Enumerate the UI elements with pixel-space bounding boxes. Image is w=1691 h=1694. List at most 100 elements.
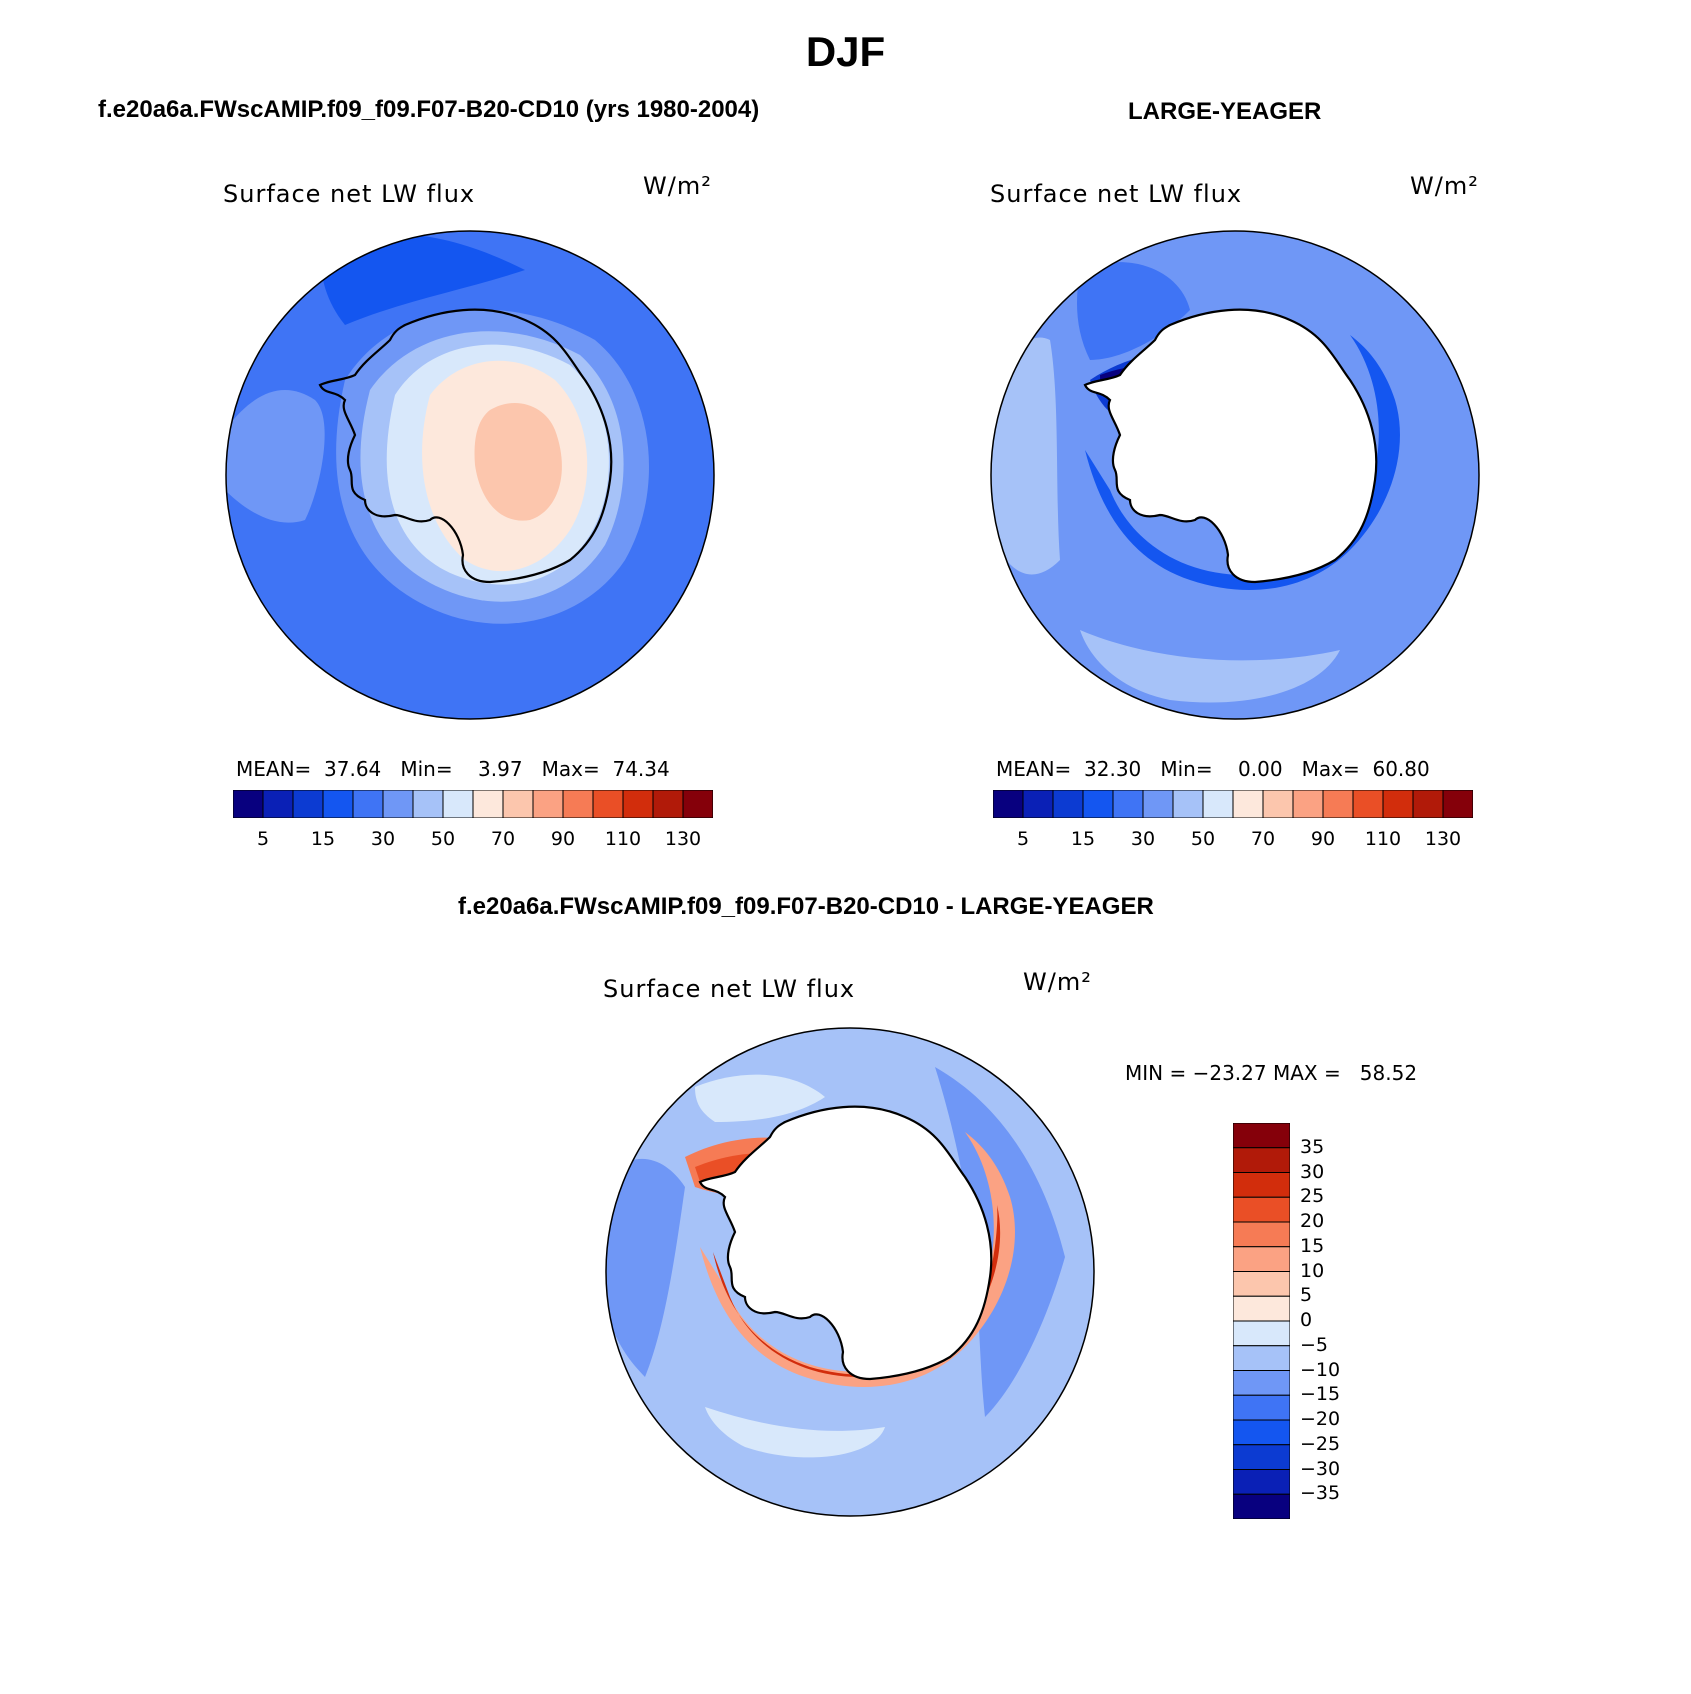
colorbar-swatch: [1233, 1320, 1290, 1347]
colorbar-tick-label: 0: [1300, 1309, 1313, 1331]
colorbar-swatch: [1142, 790, 1174, 818]
panel3-west-band: [606, 1159, 685, 1377]
colorbar-tick-label: 70: [1250, 828, 1276, 850]
colorbar-tick-label: 90: [550, 828, 576, 850]
panel3-north-band: [695, 1074, 825, 1122]
colorbar-tick-label: 70: [490, 828, 516, 850]
colorbar-tick-label: −5: [1300, 1333, 1329, 1356]
colorbar-tick-label: 15: [1070, 828, 1096, 850]
colorbar-swatch: [1233, 1196, 1290, 1223]
colorbar-swatch: [1112, 790, 1144, 818]
panel3-colorbar: [1233, 1123, 1290, 1519]
panel2-colorbar: [993, 790, 1473, 818]
colorbar-swatch: [412, 790, 444, 818]
panel3-case-title: f.e20a6a.FWscAMIP.f09_f09.F07-B20-CD10 -…: [458, 893, 1154, 920]
colorbar-swatch: [1233, 1271, 1290, 1297]
panel2-units: W/m²: [1410, 172, 1479, 200]
panel1-case-title: f.e20a6a.FWscAMIP.f09_f09.F07-B20-CD10 (…: [98, 96, 760, 123]
colorbar-tick-label: 5: [1016, 828, 1030, 850]
colorbar-tick-label: −10: [1300, 1358, 1341, 1381]
colorbar-swatch: [1233, 1345, 1290, 1371]
colorbar-tick-label: 5: [1300, 1284, 1313, 1307]
colorbar-swatch: [352, 790, 384, 818]
colorbar-swatch: [1233, 1221, 1290, 1248]
colorbar-swatch: [1022, 790, 1054, 818]
colorbar-tick-label: 15: [310, 828, 336, 850]
panel2-mean-label: MEAN=: [996, 757, 1072, 781]
colorbar-swatch: [1412, 790, 1444, 818]
colorbar-swatch: [262, 790, 294, 818]
panel2-south-band: [1080, 630, 1340, 703]
panel2-map-border: [990, 230, 1480, 720]
panel2-nw-band: [1077, 262, 1190, 360]
colorbar-tick-label: 130: [1424, 828, 1462, 850]
colorbar-tick-label: 90: [1310, 828, 1336, 850]
colorbar-swatch: [502, 790, 534, 818]
panel2-variable-title: Surface net LW flux: [990, 180, 1243, 208]
colorbar-swatch: [1233, 1394, 1290, 1421]
colorbar-tick-label: −25: [1300, 1432, 1341, 1455]
colorbar-swatch: [1292, 790, 1324, 818]
colorbar-swatch: [1233, 1469, 1290, 1495]
colorbar-tick-label: −15: [1300, 1383, 1341, 1406]
colorbar-swatch: [622, 790, 654, 818]
colorbar-swatch: [562, 790, 594, 818]
colorbar-tick-label: 10: [1300, 1259, 1325, 1282]
panel1-colorbar: [233, 790, 713, 818]
colorbar-swatch: [1232, 790, 1264, 818]
colorbar-swatch: [1233, 1419, 1290, 1446]
colorbar-swatch: [1233, 1246, 1290, 1272]
panel1-min-value: 3.97: [478, 757, 523, 781]
colorbar-tick-label: 20: [1300, 1210, 1325, 1232]
colorbar-swatch: [652, 790, 684, 818]
panel1-min-label: Min=: [400, 757, 453, 781]
panel3-variable-title: Surface net LW flux: [603, 975, 856, 1003]
panel2-min-value: 0.00: [1238, 757, 1283, 781]
panel3-south-band: [705, 1407, 885, 1458]
colorbar-swatch: [382, 790, 414, 818]
colorbar-swatch: [1202, 790, 1234, 818]
panel1-west-band: [226, 390, 325, 523]
colorbar-swatch: [592, 790, 624, 818]
panel1-interior-max: [474, 402, 562, 521]
colorbar-tick-label: 50: [430, 828, 456, 850]
panel3-stats: MIN = −23.27 MAX = 58.52: [1125, 1061, 1418, 1085]
colorbar-swatch: [993, 790, 1024, 818]
colorbar-swatch: [1052, 790, 1084, 818]
panel3-polar-map: [605, 1027, 1095, 1517]
panel1-max-value: 74.34: [612, 757, 670, 781]
panel1-map-border: [225, 230, 715, 720]
panel1-variable-title: Surface net LW flux: [223, 180, 476, 208]
colorbar-tick-label: 110: [604, 828, 642, 850]
colorbar-tick-label: 25: [1300, 1185, 1325, 1208]
colorbar-tick-label: −20: [1300, 1408, 1341, 1430]
panel2-stats: MEAN= 32.30 Min= 0.00 Max= 60.80: [996, 757, 1430, 781]
colorbar-swatch: [1172, 790, 1204, 818]
colorbar-swatch: [1233, 1444, 1290, 1470]
colorbar-tick-label: 110: [1364, 828, 1402, 850]
colorbar-swatch: [1233, 1295, 1290, 1322]
colorbar-tick-label: 50: [1190, 828, 1216, 850]
colorbar-swatch: [472, 790, 504, 818]
colorbar-tick-label: 30: [1300, 1160, 1325, 1183]
panel1-mean-value: 37.64: [324, 757, 382, 781]
panel3-units: W/m²: [1023, 968, 1092, 996]
panel1-stats: MEAN= 37.64 Min= 3.97 Max= 74.34: [236, 757, 670, 781]
panel2-max-value: 60.80: [1372, 757, 1430, 781]
panel2-case-title: LARGE-YEAGER: [1128, 98, 1322, 125]
colorbar-tick-label: 35: [1300, 1135, 1325, 1158]
colorbar-swatch: [1233, 1493, 1290, 1519]
colorbar-swatch: [1322, 790, 1354, 818]
colorbar-swatch: [682, 790, 713, 818]
panel1-max-label: Max=: [541, 757, 600, 781]
colorbar-swatch: [1233, 1123, 1290, 1149]
panel1-dark-band: [320, 233, 525, 325]
colorbar-swatch: [292, 790, 324, 818]
colorbar-tick-label: −35: [1300, 1482, 1341, 1505]
colorbar-swatch: [1233, 1172, 1290, 1198]
panel3-coastal-ring-outer: [700, 1132, 1015, 1387]
panel2-coastal-ring: [1085, 335, 1400, 590]
panel2-max-label: Max=: [1301, 757, 1360, 781]
panel2-min-label: Min=: [1160, 757, 1213, 781]
colorbar-tick-label: 5: [256, 828, 270, 850]
